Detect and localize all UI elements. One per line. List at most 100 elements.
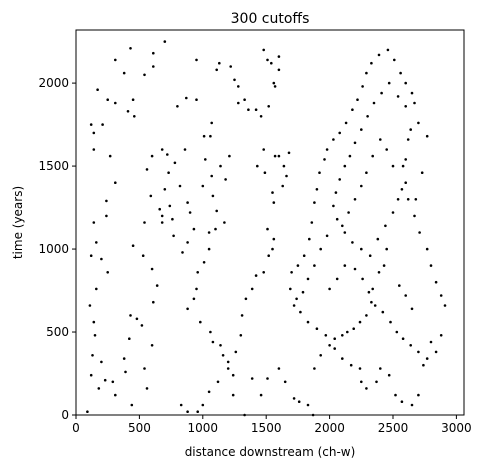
- x-tick-label: 500: [128, 421, 151, 435]
- data-point: [277, 55, 281, 58]
- data-point: [341, 357, 344, 360]
- data-point: [150, 154, 154, 158]
- data-point: [310, 221, 314, 224]
- data-point: [89, 373, 93, 377]
- data-point: [215, 68, 218, 72]
- data-point: [308, 237, 311, 241]
- data-point: [233, 78, 236, 82]
- data-point: [384, 224, 387, 228]
- data-point: [358, 367, 362, 370]
- data-point: [315, 188, 319, 191]
- data-point: [325, 234, 329, 238]
- data-point: [400, 188, 404, 191]
- data-point: [106, 271, 109, 274]
- data-point: [145, 387, 149, 390]
- data-point: [149, 194, 153, 198]
- data-point: [371, 287, 375, 291]
- data-point: [313, 367, 316, 370]
- data-point: [145, 168, 149, 171]
- data-point: [343, 231, 347, 234]
- data-point: [171, 217, 174, 221]
- data-point: [410, 91, 414, 95]
- data-point: [353, 198, 357, 201]
- data-point: [130, 403, 134, 407]
- data-point: [168, 204, 172, 208]
- data-point: [420, 171, 424, 174]
- data-point: [400, 400, 404, 404]
- data-point: [318, 171, 321, 174]
- data-point: [95, 287, 98, 291]
- data-point: [103, 378, 107, 382]
- data-point: [377, 53, 381, 57]
- data-point: [160, 148, 164, 151]
- data-point: [422, 363, 425, 367]
- data-point: [404, 294, 408, 297]
- data-point: [202, 134, 206, 138]
- data-point: [100, 360, 103, 364]
- data-point: [277, 154, 281, 158]
- data-point: [443, 304, 447, 307]
- data-point: [306, 403, 310, 407]
- y-axis-label: time (years): [11, 186, 25, 259]
- data-point: [185, 96, 188, 100]
- data-point: [361, 277, 364, 281]
- data-point: [379, 367, 382, 370]
- data-point: [131, 244, 135, 247]
- data-point: [210, 174, 213, 178]
- data-point: [226, 367, 230, 370]
- data-point: [181, 251, 184, 254]
- data-point: [114, 101, 117, 105]
- data-point: [266, 377, 269, 380]
- data-point: [201, 403, 205, 407]
- data-point: [192, 227, 196, 231]
- data-point: [215, 209, 218, 213]
- data-point: [188, 211, 192, 214]
- data-point: [219, 344, 222, 347]
- data-point: [414, 198, 418, 201]
- data-point: [401, 337, 405, 341]
- data-point: [315, 327, 319, 331]
- data-point: [178, 184, 182, 188]
- data-point: [211, 194, 215, 198]
- data-point: [196, 410, 199, 414]
- data-point: [128, 337, 131, 341]
- data-point: [129, 47, 132, 50]
- data-point: [306, 277, 310, 281]
- data-point: [365, 71, 368, 75]
- data-point: [434, 350, 438, 354]
- x-tick-label: 2500: [378, 421, 409, 435]
- data-point: [353, 267, 357, 271]
- data-point: [343, 164, 347, 168]
- data-point: [122, 357, 126, 360]
- data-point: [150, 344, 154, 347]
- data-point: [356, 98, 359, 101]
- data-point: [410, 307, 414, 311]
- data-point: [92, 131, 96, 135]
- data-point: [204, 158, 207, 161]
- data-point: [262, 48, 266, 52]
- data-point: [285, 174, 288, 178]
- data-point: [259, 115, 263, 118]
- data-point: [216, 380, 220, 384]
- y-tick-label: 500: [46, 325, 69, 339]
- data-point: [155, 284, 159, 287]
- data-point: [404, 181, 408, 184]
- data-point: [333, 337, 337, 341]
- data-point: [429, 340, 433, 344]
- data-point: [282, 164, 286, 168]
- data-point: [413, 214, 416, 218]
- data-point: [266, 227, 269, 231]
- data-point: [346, 330, 349, 334]
- data-point: [289, 287, 292, 291]
- data-point: [349, 363, 353, 367]
- data-point: [254, 108, 258, 111]
- data-point: [301, 290, 305, 294]
- data-point: [344, 121, 348, 125]
- data-point: [186, 307, 189, 311]
- data-point: [152, 300, 155, 304]
- data-point: [92, 320, 96, 324]
- data-point: [114, 393, 117, 397]
- data-point: [370, 300, 373, 304]
- data-point: [302, 254, 306, 257]
- data-point: [439, 334, 443, 337]
